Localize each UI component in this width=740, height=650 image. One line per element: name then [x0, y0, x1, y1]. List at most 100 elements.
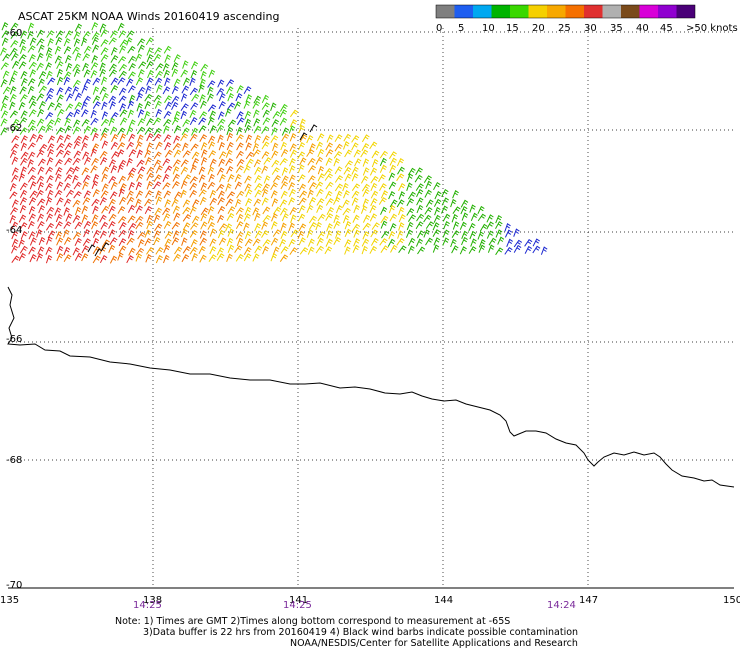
wind-barb — [218, 158, 226, 167]
wind-barb — [81, 119, 90, 127]
wind-barb — [1, 110, 9, 119]
wind-barb — [55, 166, 63, 176]
wind-barb — [217, 214, 225, 223]
wind-barb — [208, 141, 216, 150]
wind-barb — [64, 86, 73, 95]
wind-barb — [352, 244, 360, 254]
wind-barb — [81, 142, 88, 151]
wind-barbs — [0, 22, 548, 264]
wind-barb — [146, 53, 154, 63]
wind-barb — [452, 221, 460, 230]
wind-barb — [164, 238, 172, 247]
wind-barb — [209, 238, 217, 247]
wind-barb — [388, 172, 396, 181]
wind-barb — [325, 238, 333, 247]
wind-barb — [262, 117, 271, 126]
wind-barb — [126, 141, 135, 150]
wind-barb — [254, 245, 263, 254]
wind-barb — [270, 135, 279, 143]
wind-barb — [343, 166, 352, 175]
wind-barb — [171, 95, 180, 104]
wind-barb — [37, 213, 45, 222]
wind-barb — [497, 236, 505, 245]
wind-barb — [72, 214, 81, 223]
wind-barb — [164, 101, 173, 110]
wind-barb — [369, 204, 377, 214]
wind-barb — [189, 246, 198, 255]
wind-barb — [119, 103, 127, 112]
wind-barb — [108, 198, 116, 207]
wind-barb — [351, 173, 359, 182]
wind-barb — [369, 245, 377, 254]
wind-barb — [289, 109, 299, 118]
wind-barb — [108, 175, 117, 184]
wind-barb — [36, 149, 45, 158]
wind-barb — [108, 213, 117, 222]
wind-barb — [450, 238, 457, 248]
legend-swatch — [454, 5, 473, 18]
wind-barb — [146, 132, 154, 142]
wind-barb — [126, 78, 134, 87]
wind-barb — [173, 125, 181, 134]
wind-barb — [137, 86, 146, 95]
wind-barb — [162, 158, 171, 167]
wind-barb — [218, 237, 227, 246]
wind-barb — [37, 108, 45, 118]
wind-barb — [101, 111, 109, 120]
wind-barb — [235, 165, 244, 173]
wind-barb — [254, 183, 263, 191]
wind-barb — [155, 141, 163, 150]
wind-barb — [37, 246, 45, 255]
wind-barb — [81, 245, 90, 254]
wind-barb — [334, 143, 343, 152]
wind-barb — [27, 142, 36, 150]
wind-barb — [171, 101, 179, 111]
wind-barb — [263, 175, 271, 184]
wind-barb — [433, 181, 441, 191]
wind-barb — [45, 246, 53, 255]
wind-barb — [135, 221, 144, 230]
wind-barb — [63, 46, 72, 55]
wind-barb — [27, 220, 35, 230]
wind-barb — [406, 198, 415, 207]
wind-barb — [218, 141, 225, 151]
wind-barb — [164, 199, 171, 208]
wind-barb — [118, 70, 127, 79]
wind-barb — [110, 30, 118, 38]
note-line-3: NOAA/NESDIS/Center for Satellite Applica… — [290, 638, 578, 649]
wind-barb — [191, 252, 198, 262]
wind-barb — [235, 253, 244, 262]
wind-barb — [72, 46, 80, 55]
wind-barb — [1, 22, 9, 31]
wind-barb — [101, 173, 108, 182]
wind-barb — [423, 214, 432, 223]
wind-barb — [137, 118, 146, 127]
wind-barb — [225, 223, 233, 232]
wind-barb — [155, 196, 163, 205]
wind-barb — [56, 197, 64, 206]
wind-barb — [37, 78, 45, 87]
legend-swatch — [547, 5, 566, 18]
wind-barb — [353, 238, 360, 247]
wind-barb — [173, 78, 181, 87]
wind-barb — [9, 47, 18, 56]
wind-barb — [73, 38, 81, 47]
wind-barb — [162, 86, 171, 95]
wind-barb — [243, 165, 251, 174]
wind-barb — [181, 254, 190, 263]
legend-swatch — [639, 5, 658, 18]
wind-barb — [217, 229, 225, 239]
wind-barb — [425, 180, 432, 190]
wind-barb — [18, 173, 25, 182]
wind-barb — [27, 85, 35, 95]
wind-barb — [425, 199, 434, 208]
wind-barb — [99, 23, 107, 32]
wind-barb — [380, 245, 389, 253]
wind-barb — [325, 197, 334, 206]
wind-barb — [317, 165, 325, 175]
wind-barb — [128, 94, 136, 104]
wind-barb — [298, 223, 307, 232]
wind-barb — [397, 166, 405, 175]
wind-barb — [344, 246, 351, 255]
wind-barb — [154, 77, 163, 86]
